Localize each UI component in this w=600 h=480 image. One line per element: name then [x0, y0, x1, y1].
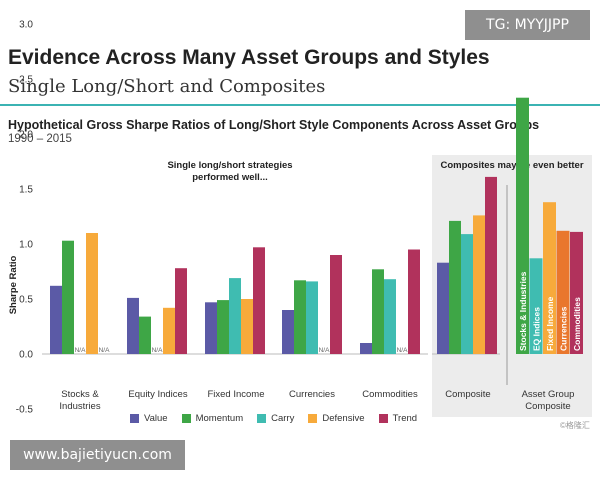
legend-label: Defensive [322, 413, 365, 424]
page-subtitle: Single Long/Short and Composites [8, 76, 326, 97]
chart-period: 1990 – 2015 [8, 133, 72, 145]
legend-swatch [378, 414, 388, 423]
legend-item-defensive: Defensive [308, 413, 365, 424]
bar-value [437, 262, 449, 354]
title-divider [0, 104, 600, 106]
legend-label: Value [144, 413, 168, 424]
composite-bar-label: EQ Indices [532, 307, 542, 351]
bar-defensive [86, 233, 98, 354]
category-label: Asset Group Composite [522, 389, 575, 412]
composite-bar-label: Stocks & Industries [518, 271, 528, 351]
bar-value [50, 285, 62, 354]
legend-item-momentum: Momentum [181, 413, 244, 424]
y-tick-label: 2.0 [19, 130, 33, 141]
y-tick-label: 1.0 [19, 240, 33, 251]
bar-carry [229, 278, 241, 354]
category-label: Composite [445, 389, 490, 400]
category-label: Equity Indices [128, 389, 187, 400]
url-watermark: www.bajietiyucn.com [10, 440, 185, 470]
bar-trend [253, 247, 265, 354]
category-label: Commodities [362, 389, 418, 400]
legend-swatch [257, 414, 267, 423]
bar-trend [408, 249, 420, 354]
na-label: N/A [152, 347, 164, 354]
composite-bar-label: Commodities [572, 297, 582, 351]
composite-bar [543, 202, 556, 354]
bar-defensive [241, 299, 253, 354]
legend-swatch [308, 414, 318, 423]
y-tick-label: 0.5 [19, 295, 33, 306]
legend-swatch [181, 414, 191, 423]
bar-momentum [449, 220, 461, 354]
telegram-watermark: TG: MYYJJPP [465, 10, 590, 40]
source-credit: ©格隆汇 [560, 421, 590, 430]
legend-label: Trend [392, 413, 418, 424]
category-label: Stocks & Industries [59, 389, 100, 412]
bar-carry [384, 279, 396, 354]
y-tick-label: 3.0 [19, 20, 33, 31]
composite-bar-label: Fixed Income [545, 296, 555, 351]
chart-legend: Value Momentum Carry Defensive Trend [130, 413, 431, 424]
y-tick-label: 2.5 [19, 75, 33, 86]
category-label: Currencies [289, 389, 335, 400]
annotation-single-strategies: Single long/short strategies performed w… [167, 160, 293, 183]
bar-carry [461, 234, 473, 354]
bar-defensive [163, 307, 175, 354]
bar-momentum [372, 269, 384, 354]
legend-item-trend: Trend [378, 413, 418, 424]
composite-bar [556, 230, 570, 354]
na-label: N/A [99, 347, 111, 354]
composite-bar [529, 258, 543, 354]
bar-momentum [217, 300, 229, 354]
bar-trend [330, 255, 342, 354]
chart-title: Hypothetical Gross Sharpe Ratios of Long… [8, 118, 540, 132]
bar-carry [306, 281, 318, 354]
bar-value [205, 302, 217, 354]
y-axis-label: Sharpe Ratio [8, 256, 19, 315]
legend-label: Momentum [195, 413, 244, 424]
page-title: Evidence Across Many Asset Groups and St… [8, 46, 490, 69]
composite-bar-label: Currencies [559, 306, 569, 351]
composite-bar [516, 97, 529, 354]
legend-item-carry: Carry [257, 413, 294, 424]
na-label: N/A [319, 347, 331, 354]
bar-value [127, 297, 139, 354]
bar-trend [175, 268, 187, 354]
bar-value [360, 343, 372, 354]
na-label: N/A [397, 347, 409, 354]
bar-trend [485, 176, 497, 354]
y-tick-label: -0.5 [16, 405, 34, 416]
annotation-composites: Composites may be even better [440, 160, 584, 171]
y-tick-label: 0.0 [19, 350, 33, 361]
bar-momentum [294, 280, 306, 354]
composite-bar [570, 231, 583, 354]
bar-momentum [139, 316, 151, 354]
legend-swatch [130, 414, 139, 423]
legend-item-value: Value [130, 413, 168, 424]
bar-momentum [62, 240, 74, 354]
y-tick-label: 1.5 [19, 185, 33, 196]
bar-defensive [473, 215, 485, 354]
bar-value [282, 310, 294, 354]
na-label: N/A [75, 347, 87, 354]
legend-label: Carry [271, 413, 295, 424]
category-label: Fixed Income [207, 389, 264, 400]
